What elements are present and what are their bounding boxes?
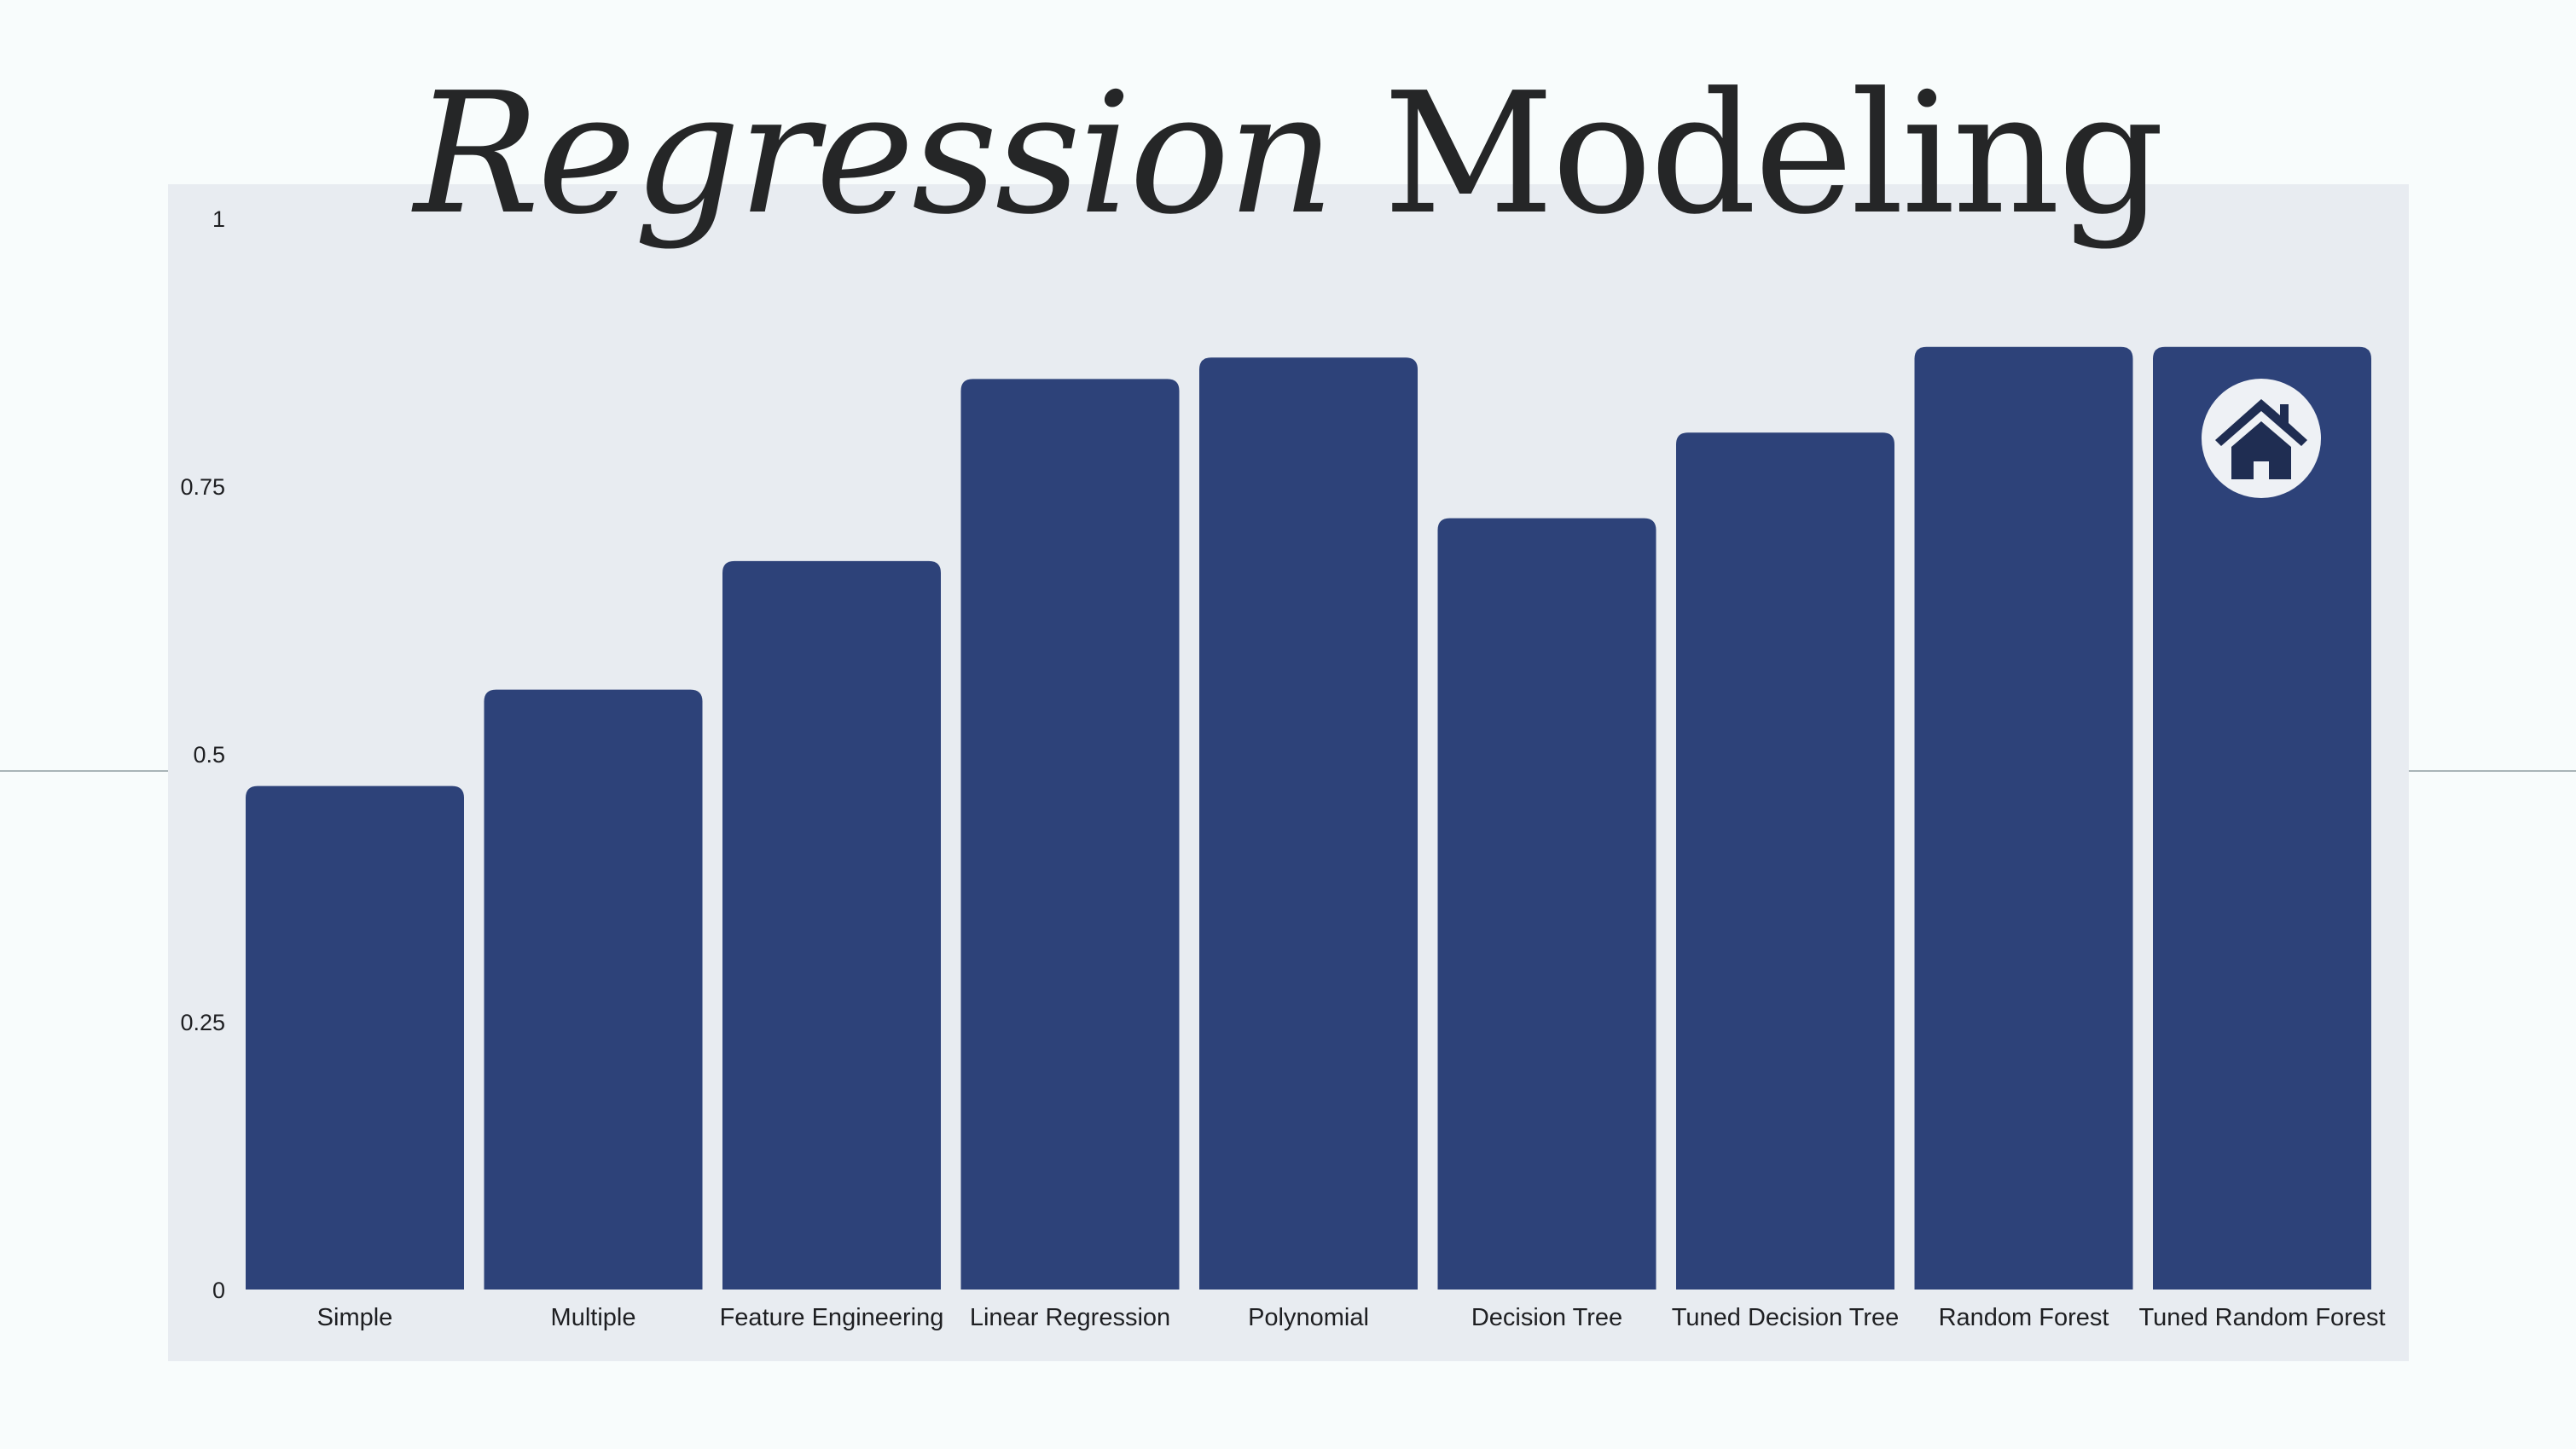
- x-tick-label-simple: Simple: [317, 1304, 393, 1331]
- bars: [246, 346, 2371, 1290]
- x-axis-ticks: Simple Multiple Feature Engineering Linear …: [317, 1304, 2386, 1331]
- home-icon: [2215, 399, 2307, 479]
- home-badge: [2202, 379, 2321, 498]
- bar-simple: [246, 785, 464, 1290]
- bar-random-forest: [1914, 346, 2133, 1290]
- title-word-regression: Regression: [414, 57, 1335, 252]
- x-tick-label-linear-regression: Linear Regression: [970, 1304, 1170, 1331]
- y-tick-label: 0.75: [180, 474, 225, 500]
- x-tick-label-decision-tree: Decision Tree: [1471, 1304, 1622, 1331]
- x-tick-label-tuned-decision-tree: Tuned Decision Tree: [1672, 1304, 1900, 1331]
- bar-polynomial: [1199, 357, 1418, 1290]
- bar-multiple: [484, 689, 703, 1290]
- y-tick-label: 0.5: [193, 742, 225, 768]
- page-title: Regression Modeling: [0, 56, 2576, 252]
- bar-decision-tree: [1437, 518, 1656, 1290]
- bar-feature-engineering: [722, 560, 941, 1290]
- y-tick-label: 0.25: [180, 1010, 225, 1035]
- y-tick-label: 0: [212, 1278, 225, 1303]
- x-tick-label-tuned-random-forest: Tuned Random Forest: [2138, 1304, 2385, 1331]
- bar-linear-regression: [960, 379, 1180, 1290]
- bar-tuned-random-forest: [2153, 346, 2371, 1290]
- x-tick-label-random-forest: Random Forest: [1939, 1304, 2109, 1331]
- y-axis-ticks: 0 0.25 0.5 0.75 1: [180, 206, 225, 1303]
- y-tick-label: 1: [212, 206, 225, 232]
- title-word-modeling: Modeling: [1383, 57, 2164, 252]
- bar-tuned-decision-tree: [1676, 432, 1894, 1290]
- x-tick-label-polynomial: Polynomial: [1248, 1304, 1369, 1331]
- x-tick-label-feature-engineering: Feature Engineering: [720, 1304, 944, 1331]
- x-tick-label-multiple: Multiple: [551, 1304, 636, 1331]
